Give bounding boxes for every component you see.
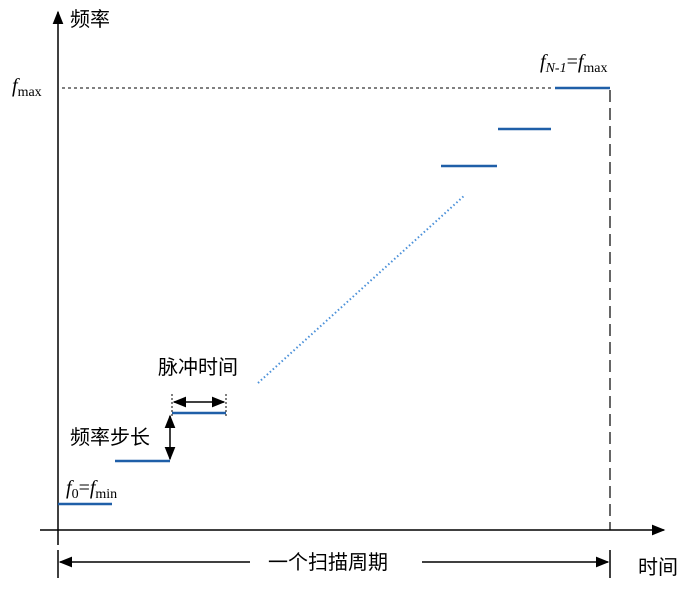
step-label: 频率步长: [70, 426, 150, 449]
continuation: [257, 194, 466, 384]
symbol: f: [578, 51, 586, 73]
symbol: f: [540, 51, 548, 73]
symbol: f: [90, 477, 98, 499]
subscript: N-1: [545, 61, 567, 76]
subscript: max: [18, 85, 42, 100]
period-label: 一个扫描周期: [268, 551, 388, 574]
pulse-label: 脉冲时间: [158, 356, 238, 379]
subscript: min: [95, 487, 117, 502]
y-axis-label: 频率: [70, 8, 110, 31]
symbol: f: [66, 477, 74, 499]
flast-label: fN-1=fmax: [540, 51, 608, 76]
fmax-label: fmax: [12, 75, 42, 100]
subscript: 0: [72, 487, 79, 502]
steps: [58, 86, 610, 506]
equals: =: [79, 477, 90, 499]
subscript: max: [583, 61, 607, 76]
ffirst-label: f0=fmin: [66, 477, 117, 502]
symbol: f: [12, 75, 20, 97]
equals: =: [567, 51, 578, 73]
x-axis-label: 时间: [638, 556, 678, 579]
